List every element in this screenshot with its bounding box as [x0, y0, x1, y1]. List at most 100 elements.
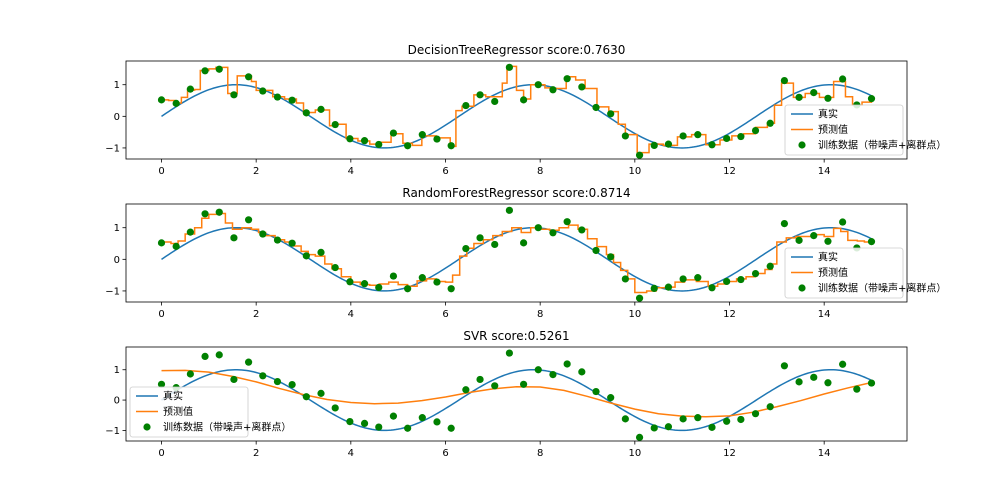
legend-box	[784, 104, 904, 156]
scatter-point	[476, 91, 484, 99]
scatter-point	[259, 372, 267, 380]
scatter-point	[331, 263, 339, 272]
scatter-point	[839, 360, 847, 368]
scatter-point	[810, 373, 818, 381]
scatter-point	[824, 237, 832, 245]
scatter-series	[157, 349, 876, 441]
scatter-point	[360, 280, 369, 288]
series-line-true	[161, 368, 872, 432]
scatter-point	[621, 415, 629, 423]
scatter-point	[273, 377, 282, 386]
scatter-point	[766, 403, 774, 411]
scatter-point	[186, 228, 194, 236]
scatter-point	[664, 283, 673, 291]
scatter-point	[592, 103, 600, 112]
scatter-point	[230, 234, 238, 242]
y-tick-label: 1	[114, 80, 120, 91]
scatter-point	[650, 424, 658, 432]
scatter-point	[157, 380, 166, 388]
scatter-point	[751, 410, 760, 418]
scatter-point	[491, 97, 499, 106]
legend-marker	[798, 141, 806, 149]
plot-area	[157, 63, 876, 159]
x-tick-label: 0	[158, 166, 164, 177]
series-line-prediction	[161, 65, 873, 154]
legend-label: 预测值	[818, 266, 848, 279]
x-tick-label: 12	[723, 448, 736, 459]
scatter-point	[751, 126, 760, 135]
scatter-point	[780, 362, 789, 370]
y-tick-label: 0	[114, 396, 120, 407]
scatter-point	[664, 423, 673, 431]
scatter-point	[679, 275, 687, 283]
scatter-point	[172, 99, 180, 107]
scatter-point	[346, 417, 354, 426]
x-tick-label: 14	[818, 448, 831, 459]
x-tick-label: 4	[348, 166, 354, 177]
x-tick-label: 8	[537, 309, 543, 320]
axes-frame	[125, 60, 908, 160]
scatter-series	[157, 206, 876, 302]
scatter-point	[592, 387, 600, 396]
scatter-point	[578, 83, 586, 91]
x-tick-label: 12	[723, 309, 736, 320]
scatter-point	[607, 110, 615, 118]
legend-box	[129, 386, 249, 438]
y-tick-label: 1	[114, 223, 120, 234]
x-tick-label: 10	[628, 166, 641, 177]
scatter-point	[215, 351, 223, 359]
scatter-point	[186, 85, 194, 93]
scatter-point	[201, 210, 209, 218]
scatter-series	[157, 63, 876, 159]
scatter-point	[839, 218, 847, 226]
scatter-point	[288, 96, 296, 104]
scatter-point	[592, 246, 600, 255]
scatter-point	[795, 236, 803, 244]
scatter-point	[520, 239, 528, 247]
y-tick-label: 1	[114, 365, 120, 376]
scatter-point	[346, 278, 354, 286]
scatter-point	[621, 275, 629, 283]
scatter-point	[215, 208, 223, 216]
scatter-point	[172, 242, 180, 250]
scatter-point	[447, 424, 455, 432]
y-tick-label: 0	[114, 112, 120, 123]
y-tick-label: 0	[114, 255, 120, 266]
scatter-point	[549, 370, 557, 379]
subplot-3: SVR score:0.5261 0 2 4 6 8 10 12 14 −1 0 1 真实预测值训练数据…	[105, 329, 908, 459]
legend-label: 预测值	[818, 123, 848, 136]
scatter-point	[404, 285, 412, 293]
scatter-point	[563, 75, 571, 83]
legend-label: 训练数据（带噪声+离群点）	[163, 421, 291, 434]
series-line-true	[161, 226, 872, 292]
scatter-point	[563, 360, 571, 368]
scatter-point	[534, 224, 542, 232]
y-tick-label: −1	[105, 426, 120, 437]
scatter-point	[462, 101, 470, 110]
scatter-point	[433, 418, 441, 426]
scatter-point	[679, 132, 687, 140]
scatter-point	[288, 381, 296, 389]
axes-frame	[125, 346, 908, 442]
scatter-point	[635, 151, 644, 159]
scatter-point	[302, 393, 310, 401]
scatter-point	[404, 424, 412, 432]
legend-label: 真实	[163, 390, 183, 403]
scatter-point	[273, 236, 282, 244]
x-tick-label: 6	[442, 448, 448, 459]
x-tick-label: 8	[537, 166, 543, 177]
scatter-point	[505, 349, 513, 357]
scatter-point	[433, 135, 441, 143]
scatter-point	[780, 77, 789, 85]
legend-marker	[143, 423, 151, 431]
scatter-point	[795, 378, 803, 386]
scatter-point	[867, 238, 876, 246]
x-tick-label: 10	[628, 309, 641, 320]
x-tick-label: 2	[253, 166, 259, 177]
scatter-point	[751, 269, 760, 278]
scatter-point	[244, 358, 253, 366]
scatter-point	[273, 93, 282, 101]
x-tick-label: 4	[348, 309, 354, 320]
